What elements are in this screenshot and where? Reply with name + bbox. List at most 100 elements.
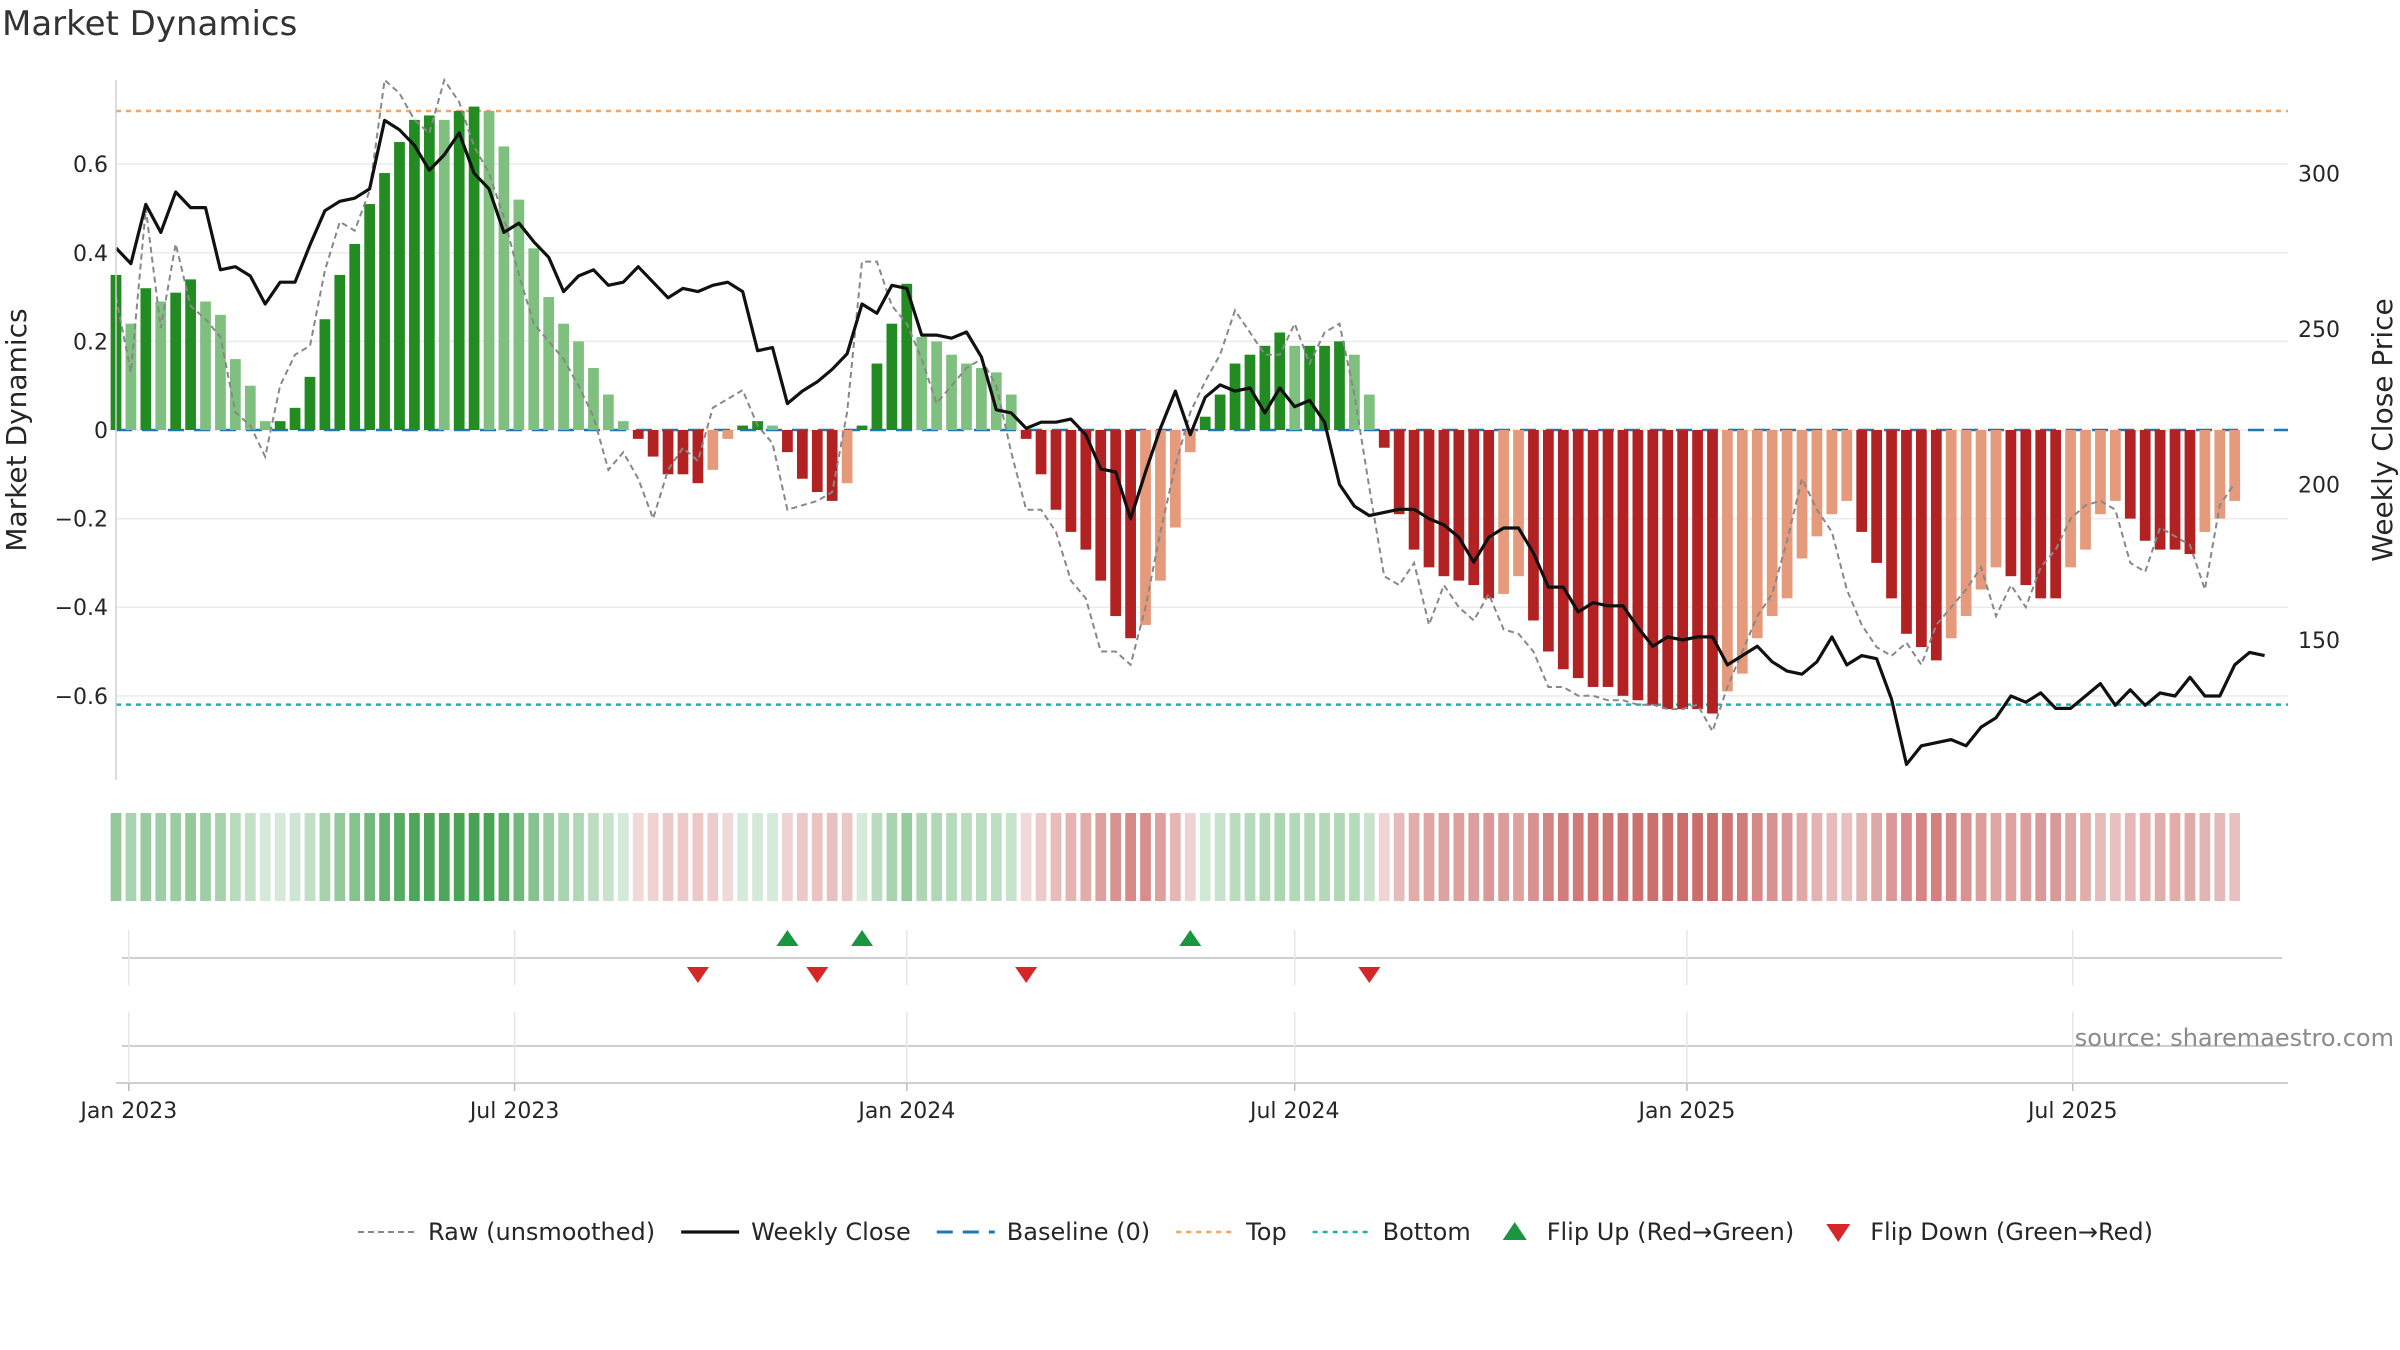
bar [2139, 430, 2151, 541]
regime-cell [244, 813, 256, 901]
bar [1199, 416, 1211, 430]
bar [438, 119, 450, 431]
bar [1781, 430, 1793, 599]
regime-cell [2154, 813, 2166, 901]
bar [543, 297, 555, 430]
bar [976, 367, 987, 430]
bar [1378, 430, 1390, 448]
flip-down-marker [1015, 967, 1038, 983]
legend-label: Weekly Close [751, 1218, 911, 1246]
x-axis: Jan 2023 Jul 2023 Jan 2024 Jul 2024 Jan 2025… [78, 1083, 2117, 1124]
regime-cell [767, 813, 778, 901]
bar [632, 430, 644, 439]
regime-cell [692, 813, 704, 901]
bar [1304, 345, 1316, 430]
regime-cell [1020, 813, 1032, 901]
bar [1229, 363, 1241, 430]
bar [2095, 430, 2106, 515]
x-tick-label: Jan 2025 [1636, 1099, 1735, 1124]
regime-strip [110, 813, 2241, 901]
bar [1453, 430, 1465, 581]
bar [319, 319, 331, 430]
bar [423, 115, 435, 430]
bar [155, 301, 167, 430]
bar [1259, 345, 1271, 430]
bar [1960, 430, 1972, 617]
bar [1632, 430, 1644, 701]
legend-item: Baseline (0) [936, 1218, 1150, 1246]
regime-cell [1632, 813, 1644, 901]
bar [2050, 430, 2062, 599]
bar [990, 372, 1002, 430]
regime-cell [1602, 813, 1614, 901]
bar [1871, 430, 1882, 563]
regime-cell [1692, 813, 1703, 901]
bar [1438, 430, 1450, 577]
regime-cell [1886, 813, 1897, 901]
source-label: source: sharemaestro.com [2075, 1024, 2394, 1052]
regime-cell [1975, 813, 1987, 901]
regime-cell [1363, 813, 1375, 901]
regime-cell [1438, 813, 1450, 901]
regime-cell [1916, 813, 1927, 901]
regime-cell [2169, 813, 2181, 901]
regime-cell [1229, 813, 1241, 901]
regime-cell [1140, 813, 1151, 901]
regime-cell [438, 813, 450, 901]
x-tick-label: Jan 2024 [856, 1099, 955, 1124]
regime-cell [2109, 813, 2121, 901]
regime-cell [334, 813, 346, 901]
x-tick-label: Jul 2024 [1248, 1099, 1340, 1124]
regime-cell [513, 813, 525, 901]
regime-cell [841, 813, 853, 901]
flip-up-marker [1179, 930, 1202, 946]
regime-cell [707, 813, 719, 901]
regime-cell [215, 813, 226, 901]
bar [1140, 430, 1151, 625]
regime-cell [1199, 813, 1211, 901]
regime-cell [871, 813, 883, 901]
bar [677, 430, 689, 475]
bar [767, 425, 778, 430]
bar [2065, 430, 2076, 568]
bar [125, 323, 137, 430]
regime-cell [2050, 813, 2062, 901]
chart-title: Market Dynamics [2, 4, 298, 44]
y2-tick-label: 200 [2298, 473, 2340, 498]
regime-cell [617, 813, 629, 901]
x-tick-label: Jul 2025 [2026, 1099, 2118, 1124]
regime-cell [1214, 813, 1226, 901]
bar [2214, 430, 2226, 519]
regime-cell [990, 813, 1002, 901]
bar [1274, 332, 1286, 430]
regime-cell [2199, 813, 2211, 901]
regime-cell [632, 813, 644, 901]
regime-cell [737, 813, 749, 901]
bar [1423, 430, 1435, 568]
regime-cell [1334, 813, 1345, 901]
regime-cell [1304, 813, 1316, 901]
bar [1125, 430, 1136, 639]
bar [692, 430, 704, 484]
bar [588, 367, 599, 430]
regime-cell [1408, 813, 1420, 901]
flip-up-marker [776, 930, 799, 946]
legend-swatch [1826, 1224, 1851, 1242]
regime-cell [1677, 813, 1689, 901]
bar [289, 407, 301, 430]
regime-cell [1722, 813, 1733, 901]
flip-down-marker [1358, 967, 1381, 983]
bar [1244, 354, 1256, 430]
bar [1214, 394, 1226, 430]
bar [1528, 430, 1539, 621]
bar [856, 425, 868, 430]
legend-label: Flip Down (Green→Red) [1870, 1218, 2153, 1246]
regime-cell [1871, 813, 1882, 901]
bar [1736, 430, 1748, 674]
bar [1647, 430, 1659, 705]
bar [2109, 430, 2121, 501]
y-tick-label: 0.4 [73, 242, 108, 267]
bar [1826, 430, 1838, 515]
regime-cell [647, 813, 659, 901]
regime-cell [274, 813, 286, 901]
